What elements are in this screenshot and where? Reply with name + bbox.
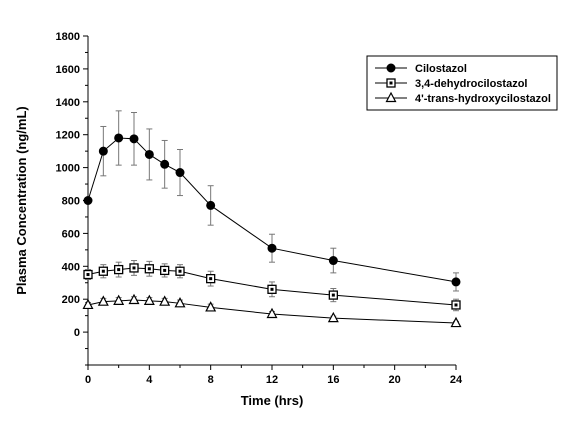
x-axis-label: Time (hrs) <box>241 393 304 408</box>
data-point <box>450 316 462 328</box>
x-tick-label: 4 <box>146 374 153 386</box>
legend-label: Cilostazol <box>415 63 467 75</box>
data-point <box>160 265 170 276</box>
y-tick-label: 1800 <box>56 31 80 43</box>
y-axis-label: Plasma Concentration (ng/mL) <box>14 106 29 295</box>
y-tick-label: 1600 <box>56 64 80 76</box>
data-point <box>83 196 93 205</box>
y-tick-label: 1200 <box>56 130 80 142</box>
data-point <box>266 307 278 319</box>
data-point <box>451 277 461 287</box>
legend-item: 3,4-dehydrocilostazol <box>375 78 527 90</box>
y-tick-label: 1000 <box>56 163 80 175</box>
x-tick-label: 20 <box>389 374 401 386</box>
data-point <box>129 263 139 273</box>
data-point <box>98 146 108 156</box>
legend: Cilostazol 3,4-dehydrocilostazol 4'-trans-… <box>366 55 558 111</box>
series-1 <box>83 110 461 292</box>
x-tick-label: 16 <box>327 374 339 386</box>
y-tick-label: 400 <box>62 261 80 273</box>
data-point <box>205 301 217 312</box>
data-point <box>129 134 139 144</box>
square-marker-dot <box>331 293 335 297</box>
y-tick-label: 200 <box>62 294 80 306</box>
square-marker-dot <box>454 303 458 307</box>
square-marker-dot <box>389 81 393 85</box>
series-3 <box>82 293 462 328</box>
data-point <box>328 290 338 300</box>
data-point <box>98 266 108 276</box>
data-point <box>128 293 140 305</box>
data-point <box>114 133 124 143</box>
square-marker-dot <box>209 277 213 281</box>
y-tick-label: 800 <box>62 196 80 208</box>
y-tick-label: 600 <box>62 228 80 240</box>
x-tick-label: 12 <box>266 374 278 386</box>
square-marker-dot <box>147 267 151 271</box>
y-tick-label: 1400 <box>56 97 80 109</box>
square-marker-dot <box>86 273 90 277</box>
data-point <box>451 300 461 310</box>
data-point <box>174 297 186 308</box>
legend-label: 3,4-dehydrocilostazol <box>415 78 527 90</box>
data-point <box>97 295 109 306</box>
data-point <box>159 295 171 306</box>
square-marker-dot <box>270 287 274 291</box>
series-2 <box>83 260 461 312</box>
series-layer <box>82 110 462 328</box>
data-point <box>82 298 94 310</box>
data-point <box>328 256 338 266</box>
square-marker-dot <box>117 268 121 272</box>
y-tick-label: 0 <box>74 327 80 339</box>
data-point <box>144 264 154 274</box>
x-tick-label: 8 <box>208 374 214 386</box>
legend-marker <box>385 91 397 103</box>
data-point <box>267 243 277 253</box>
data-point <box>175 266 185 276</box>
legend-item: Cilostazol <box>375 63 467 75</box>
data-point <box>143 294 155 305</box>
legend-item: 4'-trans-hydroxycilostazol <box>375 91 551 105</box>
legend-marker <box>386 78 396 88</box>
square-marker-dot <box>178 269 182 273</box>
square-marker-dot <box>101 269 105 273</box>
data-point <box>206 200 216 210</box>
data-point <box>114 264 124 275</box>
data-point <box>267 284 277 294</box>
data-point <box>144 149 154 159</box>
data-point <box>160 159 170 169</box>
x-tick-label: 0 <box>85 374 91 386</box>
data-point <box>175 168 185 178</box>
data-point <box>327 311 339 323</box>
square-marker-dot <box>163 268 167 272</box>
axes: 0 200 400 600 800 1000 1200 1400 1600 1800 0 4 8 12 16… <box>56 31 463 386</box>
square-marker-dot <box>132 266 136 270</box>
legend-label: 4'-trans-hydroxycilostazol <box>415 93 551 105</box>
x-tick-label: 24 <box>450 374 463 386</box>
data-point <box>113 294 125 305</box>
data-point <box>206 273 216 284</box>
legend-marker <box>386 63 396 73</box>
data-point <box>83 269 93 280</box>
